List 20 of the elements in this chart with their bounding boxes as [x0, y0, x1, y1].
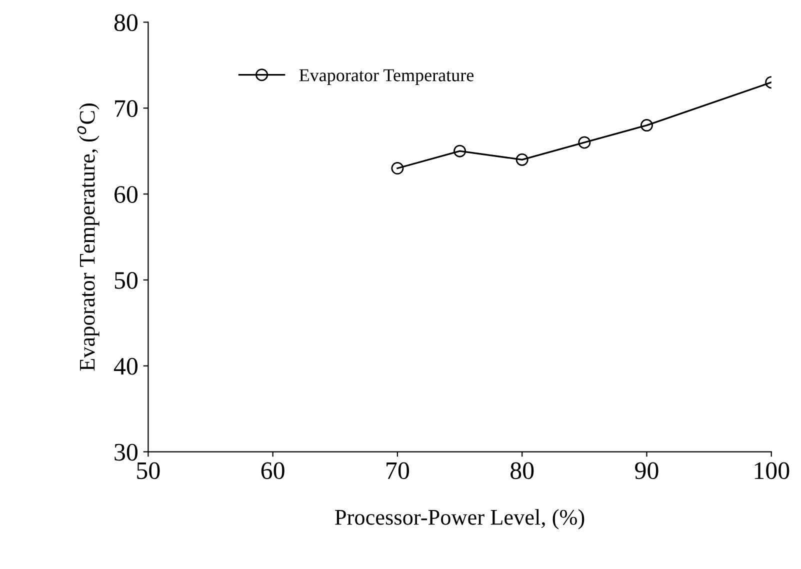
y-axis-title: Evaporator Temperature, ($^{o}$C) — [77, 104, 100, 371]
x-tick-label: 50 — [137, 462, 160, 480]
point — [454, 144, 466, 158]
point — [578, 136, 591, 149]
legend-label: Evaporator Temperature — [299, 69, 474, 85]
point — [516, 153, 528, 166]
y-tick-label: 30 — [114, 444, 138, 461]
y-tick-label: 50 — [114, 272, 138, 289]
x-tick-label: 60 — [261, 462, 284, 480]
x-tick-label: 100 — [754, 462, 790, 480]
x-axis-title: Processor-Power Level, (%) — [335, 509, 584, 530]
y-tick-label: 70 — [115, 100, 138, 118]
y-tick-label: 60 — [114, 186, 138, 203]
x-tick-label: 90 — [635, 462, 658, 480]
x-tick-label: 70 — [386, 462, 410, 480]
y-tick-label: 80 — [114, 14, 138, 32]
point — [640, 119, 653, 132]
x-tick-label: 80 — [510, 462, 534, 480]
point — [391, 162, 404, 175]
y-tick-label: 40 — [114, 358, 138, 375]
